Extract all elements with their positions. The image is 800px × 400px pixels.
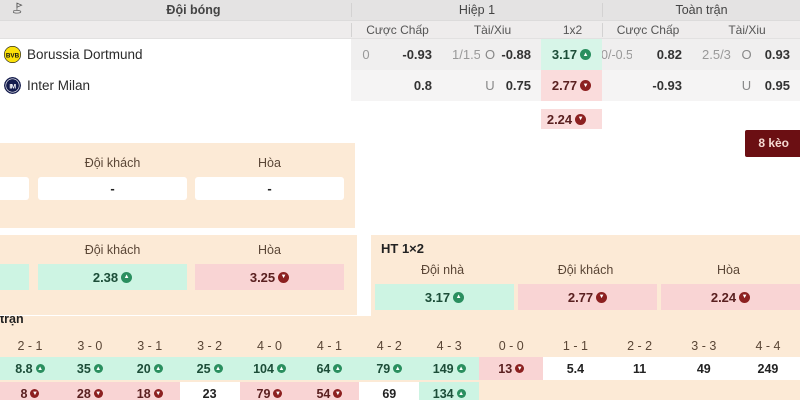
svg-text:IM: IM [9,83,16,90]
svg-text:BVB: BVB [6,52,20,59]
